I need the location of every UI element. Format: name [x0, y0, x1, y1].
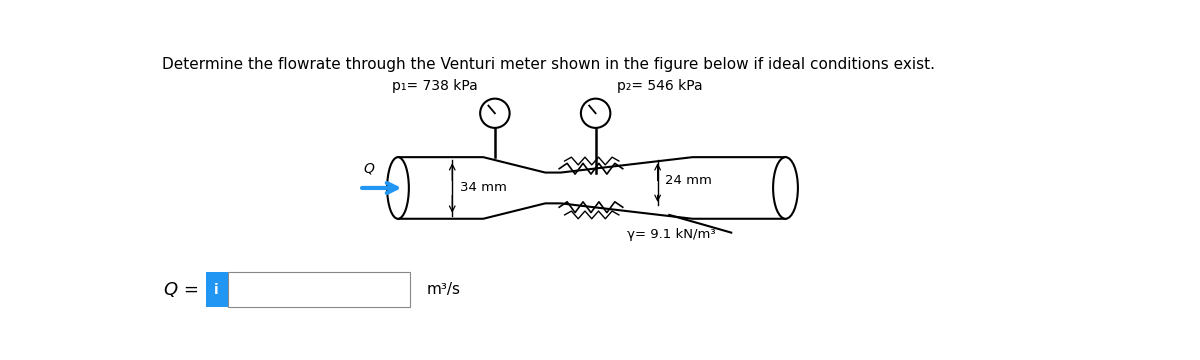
- Circle shape: [480, 99, 510, 128]
- Ellipse shape: [388, 157, 409, 219]
- Text: p₁= 738 kPa: p₁= 738 kPa: [392, 79, 478, 93]
- Text: 34 mm: 34 mm: [460, 181, 506, 194]
- FancyBboxPatch shape: [206, 272, 228, 307]
- Text: γ= 9.1 kN/m³: γ= 9.1 kN/m³: [626, 228, 715, 241]
- Text: i: i: [215, 283, 218, 297]
- Circle shape: [581, 99, 611, 128]
- Text: Q =: Q =: [164, 280, 199, 298]
- Text: 24 mm: 24 mm: [665, 174, 713, 187]
- Ellipse shape: [773, 157, 798, 219]
- Text: p₂= 546 kPa: p₂= 546 kPa: [617, 79, 703, 93]
- Text: m³/s: m³/s: [427, 282, 461, 297]
- Polygon shape: [398, 157, 786, 219]
- Text: Q: Q: [364, 162, 374, 176]
- Text: Determine the flowrate through the Venturi meter shown in the figure below if id: Determine the flowrate through the Ventu…: [162, 57, 935, 72]
- FancyBboxPatch shape: [228, 272, 409, 307]
